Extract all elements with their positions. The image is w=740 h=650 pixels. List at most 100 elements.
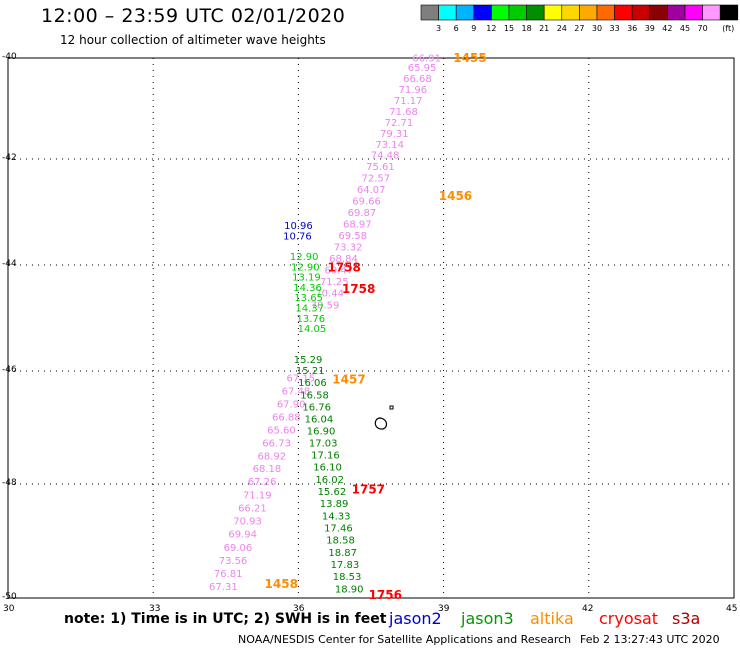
- legend-swatch: [631, 4, 651, 21]
- legend-swatch: [543, 4, 563, 21]
- wave-height-label: 70.44: [315, 289, 344, 300]
- wave-height-label: 71.96: [398, 85, 427, 96]
- lon-label: 39: [438, 604, 450, 614]
- legend-swatch: [667, 4, 686, 21]
- lon-label: 36: [293, 604, 305, 614]
- legend-swatch: [473, 4, 492, 21]
- legend-tick-label: 39: [645, 24, 655, 33]
- legend-tick-label: 27: [574, 24, 584, 33]
- lat-label: -42: [2, 153, 17, 163]
- wave-height-label: 14.37: [295, 304, 324, 315]
- wave-height-label: 75.61: [366, 162, 395, 173]
- wave-height-label: 18.87: [328, 548, 357, 559]
- lat-label: -44: [2, 259, 17, 269]
- satellite-label-jason3: jason3: [461, 609, 514, 628]
- wave-height-label: 10.76: [283, 231, 312, 242]
- island-outlines: [374, 405, 394, 430]
- legend-tick-label: 15: [504, 24, 514, 33]
- legend-swatch: [438, 4, 457, 21]
- wave-height-label: 66.21: [238, 503, 267, 514]
- wave-height-label: 12.90: [290, 252, 319, 263]
- wave-height-label: 16.90: [307, 427, 336, 438]
- wave-height-label: 65.60: [267, 425, 296, 436]
- wave-height-label: 13.65: [294, 293, 323, 304]
- legend-swatch: [508, 4, 527, 21]
- wave-height-label: 67.15: [286, 373, 315, 384]
- wave-height-label: 14.05: [298, 324, 327, 335]
- legend-swatch: [455, 4, 475, 21]
- legend-swatch: [491, 4, 510, 21]
- wave-height-label: 69.58: [338, 231, 367, 242]
- wave-height-label: 64.07: [357, 185, 386, 196]
- wave-height-label: 72.71: [385, 118, 414, 129]
- lat-lon-grid: [7, 57, 735, 599]
- wave-height-label: 70.93: [233, 517, 262, 528]
- legend-tick-label: 9: [471, 24, 476, 33]
- lon-label: 33: [149, 604, 161, 614]
- wave-height-label: 69.94: [228, 530, 257, 541]
- wave-height-label: 66.73: [262, 438, 291, 449]
- wave-height-label: 14.36: [293, 283, 322, 294]
- satellite-label-s3a: s3a: [672, 609, 701, 628]
- wave-height-label: 68.84: [329, 254, 358, 265]
- wave-height-label: 71.25: [320, 277, 349, 288]
- wave-height-label: 16.06: [298, 378, 327, 389]
- wave-height-label: 17.46: [324, 523, 353, 534]
- pass-time-label: 1758: [327, 261, 360, 275]
- wave-height-label: 66.68: [403, 74, 432, 85]
- legend-swatch: [719, 4, 739, 21]
- legend-swatch: [614, 4, 633, 21]
- wave-height-label: 69.06: [224, 543, 253, 554]
- wave-height-label: 73.56: [219, 556, 248, 567]
- wave-height-label: 69.87: [348, 208, 377, 219]
- wave-height-label: 17.83: [331, 560, 360, 571]
- pass-time-label: 1757: [352, 483, 385, 497]
- legend-tick-label: 6: [454, 24, 459, 33]
- satellite-label-jason2: jason2: [389, 609, 442, 628]
- legend-tick-label: (ft): [722, 24, 734, 33]
- legend-swatch: [526, 4, 545, 21]
- wave-height-label: 73.14: [375, 140, 404, 151]
- wave-height-label: 71.19: [243, 490, 272, 501]
- lon-label: 30: [3, 604, 15, 614]
- legend-tick-label: 18: [522, 24, 532, 33]
- legend-swatch: [684, 4, 703, 21]
- wave-height-label: 68.92: [257, 451, 286, 462]
- wave-height-label: 67.90: [277, 399, 306, 410]
- wave-height-label: 10.96: [284, 221, 313, 232]
- lon-label: 42: [582, 604, 594, 614]
- legend-tick-label: 42: [662, 24, 672, 33]
- wave-height-label: 15.21: [296, 366, 325, 377]
- island-large: [374, 417, 388, 430]
- wave-height-label: 66.91: [412, 54, 441, 65]
- wave-height-label: 13.89: [320, 499, 349, 510]
- wave-height-label: 13.19: [292, 273, 321, 284]
- lat-label: -46: [2, 365, 17, 375]
- footer-credit: NOAA/NESDIS Center for Satellite Applica…: [238, 633, 572, 646]
- wave-height-label: 71.17: [394, 96, 423, 107]
- page-title: 12:00 – 23:59 UTC 02/01/2020: [41, 5, 346, 27]
- lat-label: -50: [2, 592, 17, 602]
- legend-tick-label: 24: [557, 24, 567, 33]
- legend-tick-label: 45: [680, 24, 690, 33]
- lat-label: -48: [2, 478, 17, 488]
- legend-swatch: [561, 4, 580, 21]
- legend-tick-label: 21: [539, 24, 549, 33]
- wave-height-label: 67.48: [282, 386, 311, 397]
- wave-height-label: 18.58: [326, 536, 355, 547]
- wave-height-label: 12.90: [291, 262, 320, 273]
- footer-timestamp: Feb 2 13:27:43 UTC 2020: [580, 633, 720, 646]
- wave-height-label: 69.66: [352, 197, 381, 208]
- wave-height-label: 68.97: [343, 220, 372, 231]
- color-legend: 3 6 9 12 15 18 21 24 27 30 33 36 39 42 45 70 (ft): [420, 4, 739, 33]
- wave-height-label: 16.02: [315, 475, 344, 486]
- map-frame: [7, 57, 735, 599]
- wave-height-label: 15.29: [294, 355, 323, 366]
- pass-time-label: 1456: [439, 189, 472, 203]
- legend-swatch: [596, 4, 615, 21]
- wave-height-label: 79.31: [380, 129, 409, 140]
- legend-swatch: [649, 4, 668, 21]
- wave-height-label: 14.33: [322, 511, 351, 522]
- pass-time-label: 1458: [265, 577, 298, 591]
